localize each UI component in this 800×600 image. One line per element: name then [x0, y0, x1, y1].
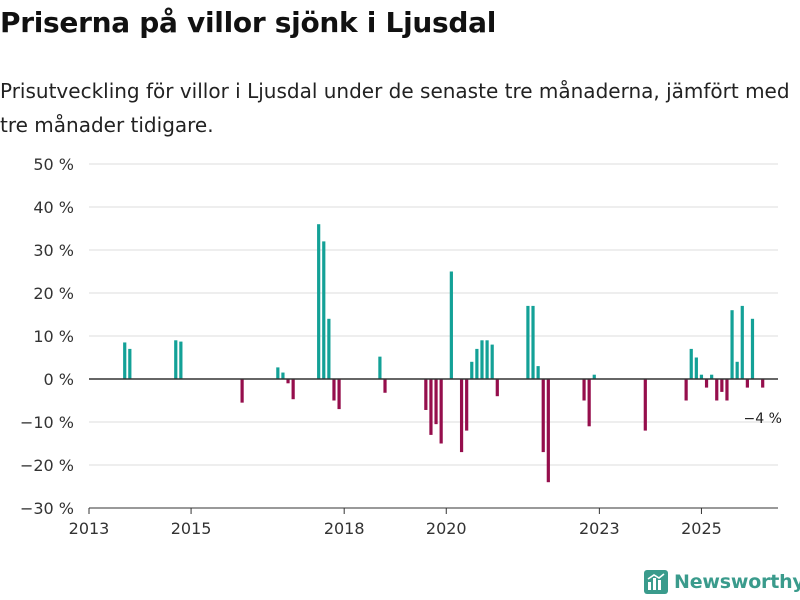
bar	[531, 305, 535, 379]
y-tick-label: −10 %	[20, 413, 74, 432]
data-label: −4 %	[743, 411, 781, 427]
bar	[459, 379, 464, 453]
bar	[383, 379, 387, 393]
bar	[495, 379, 499, 397]
bar	[735, 361, 739, 379]
y-tick-label: −30 %	[20, 499, 74, 518]
bar	[740, 305, 744, 379]
bar	[490, 344, 494, 379]
bar	[725, 379, 729, 401]
bar	[720, 379, 724, 392]
bar	[536, 366, 540, 379]
y-tick-label: 50 %	[33, 155, 74, 174]
bar	[526, 305, 530, 379]
bar	[715, 379, 719, 401]
x-tick-label: 2023	[579, 519, 620, 538]
bar	[480, 340, 484, 379]
bar	[745, 379, 749, 388]
y-tick-label: 40 %	[33, 198, 74, 217]
bar	[322, 241, 326, 379]
bar	[689, 348, 693, 379]
bar	[546, 379, 550, 483]
bar	[485, 340, 489, 379]
bar	[123, 342, 127, 379]
bar	[449, 271, 453, 379]
bar	[276, 367, 280, 379]
x-tick-label: 2025	[681, 519, 722, 538]
bar	[281, 372, 285, 379]
x-tick-label: 2015	[171, 519, 212, 538]
bar	[337, 379, 341, 410]
bar	[710, 374, 714, 379]
bar	[704, 379, 709, 388]
x-tick-label: 2020	[426, 519, 467, 538]
bar	[291, 379, 295, 400]
bar	[582, 379, 586, 401]
bar	[761, 379, 765, 388]
bar	[750, 318, 755, 379]
y-tick-label: 20 %	[33, 284, 74, 303]
brand-name: Newsworthy	[674, 571, 800, 593]
chart-title: Priserna på villor sjönk i Ljusdal	[0, 6, 497, 39]
x-tick-label: 2018	[324, 519, 365, 538]
bar	[128, 348, 132, 379]
bar	[240, 379, 244, 403]
bar	[541, 379, 545, 453]
bar	[470, 361, 474, 379]
bar	[378, 356, 382, 379]
bar	[286, 379, 290, 384]
x-tick-label: 2013	[69, 519, 110, 538]
bar	[424, 379, 428, 410]
y-tick-label: 30 %	[33, 241, 74, 260]
bar	[332, 379, 336, 401]
bar	[174, 340, 178, 379]
chart-subtitle: Prisutveckling för villor i Ljusdal unde…	[0, 79, 790, 137]
bar	[699, 374, 704, 379]
bar	[317, 224, 321, 379]
bar	[587, 379, 591, 427]
bar	[439, 379, 443, 444]
bar	[730, 310, 734, 379]
bar	[429, 379, 433, 435]
y-tick-label: 0 %	[44, 370, 74, 389]
y-tick-label: −20 %	[20, 456, 74, 475]
bar	[327, 318, 331, 379]
bar	[592, 374, 596, 379]
bar	[643, 379, 647, 431]
bar	[179, 341, 183, 379]
brand-logo[interactable]: Newsworthy	[644, 570, 800, 594]
bar	[434, 379, 438, 425]
bar-chart-logo-icon	[644, 570, 668, 594]
bar	[684, 379, 688, 401]
y-tick-label: 10 %	[33, 327, 74, 346]
bar	[694, 357, 698, 379]
bar	[465, 379, 469, 431]
bar	[475, 348, 479, 379]
